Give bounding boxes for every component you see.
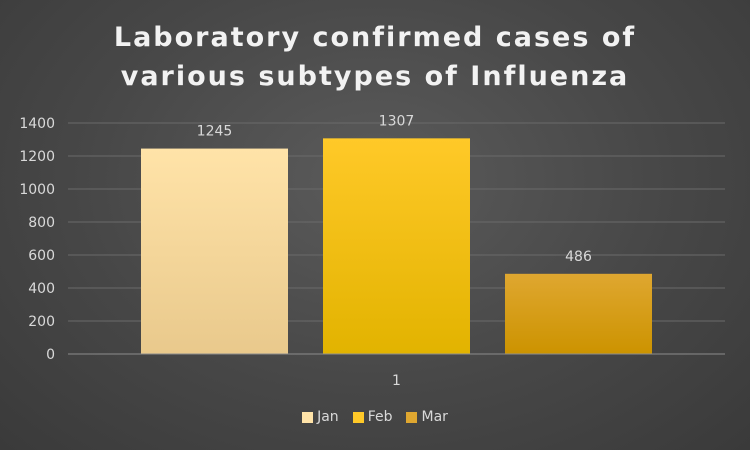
y-tick-label: 1400 — [19, 116, 55, 132]
bar-feb — [323, 138, 470, 354]
y-tick-label: 600 — [28, 248, 55, 264]
bar-jan — [141, 148, 288, 354]
y-tick-label: 400 — [28, 281, 55, 297]
legend-swatch — [352, 411, 364, 423]
data-label-mar: 486 — [565, 249, 592, 265]
legend: Jan Feb Mar — [0, 409, 750, 425]
legend-swatch — [302, 411, 314, 423]
y-tick-label: 800 — [28, 215, 55, 231]
legend-swatch — [406, 411, 418, 423]
data-label-jan: 1245 — [197, 124, 233, 140]
y-tick-label: 0 — [46, 347, 55, 363]
chart-title-line-2: various subtypes of Influenza — [120, 61, 630, 92]
chart-title: Laboratory confirmed cases of various su… — [0, 18, 750, 96]
data-label-feb: 1307 — [379, 113, 415, 129]
legend-item-jan: Jan — [302, 409, 339, 425]
y-tick-label: 1000 — [19, 182, 55, 198]
legend-item-feb: Feb — [352, 409, 393, 425]
y-tick-label: 200 — [28, 314, 55, 330]
legend-label: Mar — [421, 409, 448, 425]
chart-title-line-1: Laboratory confirmed cases of — [113, 22, 637, 53]
legend-item-mar: Mar — [406, 409, 448, 425]
y-tick-label: 1200 — [19, 149, 55, 165]
legend-label: Feb — [367, 409, 393, 425]
bar-mar — [505, 273, 652, 354]
x-category-label: 1 — [392, 373, 401, 389]
legend-label: Jan — [317, 409, 339, 425]
